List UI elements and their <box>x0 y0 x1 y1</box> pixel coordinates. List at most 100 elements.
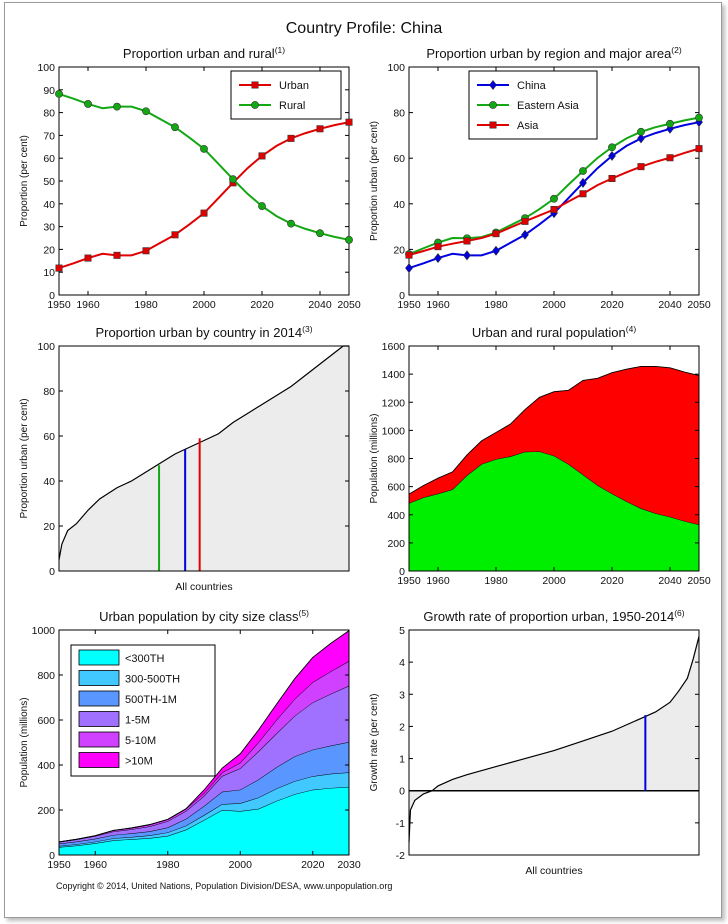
data-marker <box>142 107 150 116</box>
y-tick-label: 4 <box>399 657 405 669</box>
legend-label: Asia <box>517 120 539 132</box>
data-marker <box>113 251 121 259</box>
legend-label: Urban <box>279 80 309 92</box>
data-marker <box>579 190 587 198</box>
y-tick-label: 200 <box>387 538 405 550</box>
x-tick-label: 1980 <box>134 299 158 311</box>
data-marker <box>405 263 413 274</box>
data-marker <box>55 264 63 272</box>
x-tick-label: 1950 <box>397 299 421 311</box>
y-tick-label: 800 <box>37 670 55 682</box>
data-marker <box>463 250 471 261</box>
x-tick-label: 2040 <box>308 299 332 311</box>
legend-swatch <box>78 649 120 666</box>
data-marker <box>492 230 500 238</box>
data-marker <box>637 127 645 136</box>
y-tick-label: 800 <box>387 454 405 466</box>
stack-area <box>59 742 349 846</box>
legend-swatch <box>78 752 120 768</box>
y-tick-label: 20 <box>393 244 405 256</box>
x-tick-label: 2020 <box>600 575 624 587</box>
y-tick-label: 3 <box>399 689 405 701</box>
data-marker <box>345 235 353 244</box>
x-tick-label: 2000 <box>542 575 566 587</box>
x-tick-label: 1980 <box>484 575 508 587</box>
y-tick-label: 1 <box>399 754 405 766</box>
data-marker <box>666 154 674 162</box>
y-tick-label: 70 <box>43 130 55 142</box>
y-axis-label: Growth rate (per cent) <box>369 694 380 792</box>
y-tick-label: 30 <box>43 222 55 234</box>
data-marker <box>251 81 259 89</box>
x-tick-label: 2000 <box>229 859 253 871</box>
x-tick-label: 2040 <box>658 575 682 587</box>
data-marker <box>489 80 497 90</box>
y-tick-label: 80 <box>43 386 55 398</box>
y-tick-label: 20 <box>43 244 55 256</box>
data-marker <box>84 254 92 262</box>
data-marker <box>405 251 413 259</box>
data-marker <box>637 133 645 144</box>
data-marker <box>200 209 208 217</box>
y-tick-label: 400 <box>37 760 55 772</box>
legend-label: China <box>517 80 547 92</box>
x-tick-label: 2020 <box>600 299 624 311</box>
y-tick-label: 20 <box>43 521 55 533</box>
chart-title-note: (1) <box>275 45 286 55</box>
stack-area <box>59 661 349 842</box>
data-marker <box>608 174 616 182</box>
x-tick-label: 2000 <box>192 299 216 311</box>
legend-swatch <box>78 690 120 707</box>
chart-title: Urban and rural population(4) <box>472 324 636 340</box>
data-marker <box>287 219 295 228</box>
y-tick-label: 90 <box>43 85 55 97</box>
data-marker <box>434 253 442 264</box>
data-marker <box>608 143 616 152</box>
data-marker <box>316 125 324 133</box>
x-tick-label: 2050 <box>687 299 711 311</box>
series-line <box>58 121 350 270</box>
x-tick-label: 1980 <box>484 299 508 311</box>
y-tick-label: 10 <box>43 267 55 279</box>
data-marker <box>113 102 121 111</box>
x-tick-label: 2040 <box>658 299 682 311</box>
legend-swatch <box>78 731 120 748</box>
y-tick-label: 40 <box>43 476 55 488</box>
x-tick-label: 1980 <box>156 859 180 871</box>
stack-area <box>59 787 349 855</box>
x-tick-label: 2050 <box>687 575 711 587</box>
x-tick-label: 1950 <box>397 575 421 587</box>
chart-title: Urban population by city size class(5) <box>99 608 309 624</box>
x-tick-label: 2050 <box>337 299 361 311</box>
y-tick-label: 60 <box>393 153 405 165</box>
x-tick-label: 2000 <box>542 299 566 311</box>
data-marker <box>316 229 324 238</box>
y-tick-label: 2 <box>399 721 405 733</box>
y-tick-label: 60 <box>43 431 55 443</box>
data-marker <box>463 237 471 245</box>
y-tick-label: -1 <box>396 818 405 830</box>
data-marker <box>489 101 497 109</box>
x-tick-label: 2030 <box>337 859 361 871</box>
legend-label: 500TH-1M <box>125 694 177 706</box>
chart-1: Proportion urban and rural(1) Proportion … <box>19 45 361 311</box>
x-axis-label: All countries <box>525 865 582 877</box>
x-tick-label: 1960 <box>426 575 450 587</box>
legend-swatch <box>78 670 120 686</box>
curve-line <box>408 636 700 843</box>
x-tick-label: 1950 <box>47 299 71 311</box>
data-marker <box>521 217 529 225</box>
chart-title-note: (2) <box>671 45 682 55</box>
data-marker <box>55 90 63 98</box>
data-marker <box>579 177 587 188</box>
curve-area <box>409 636 699 843</box>
stack-area <box>409 366 699 525</box>
copyright-note: Copyright © 2014, United Nations, Popula… <box>56 881 393 891</box>
y-tick-label: 1200 <box>382 397 406 409</box>
data-marker <box>550 206 558 214</box>
legend-box <box>230 70 342 120</box>
data-marker <box>251 101 259 109</box>
data-marker <box>666 119 674 128</box>
y-tick-label: 5 <box>399 625 405 637</box>
